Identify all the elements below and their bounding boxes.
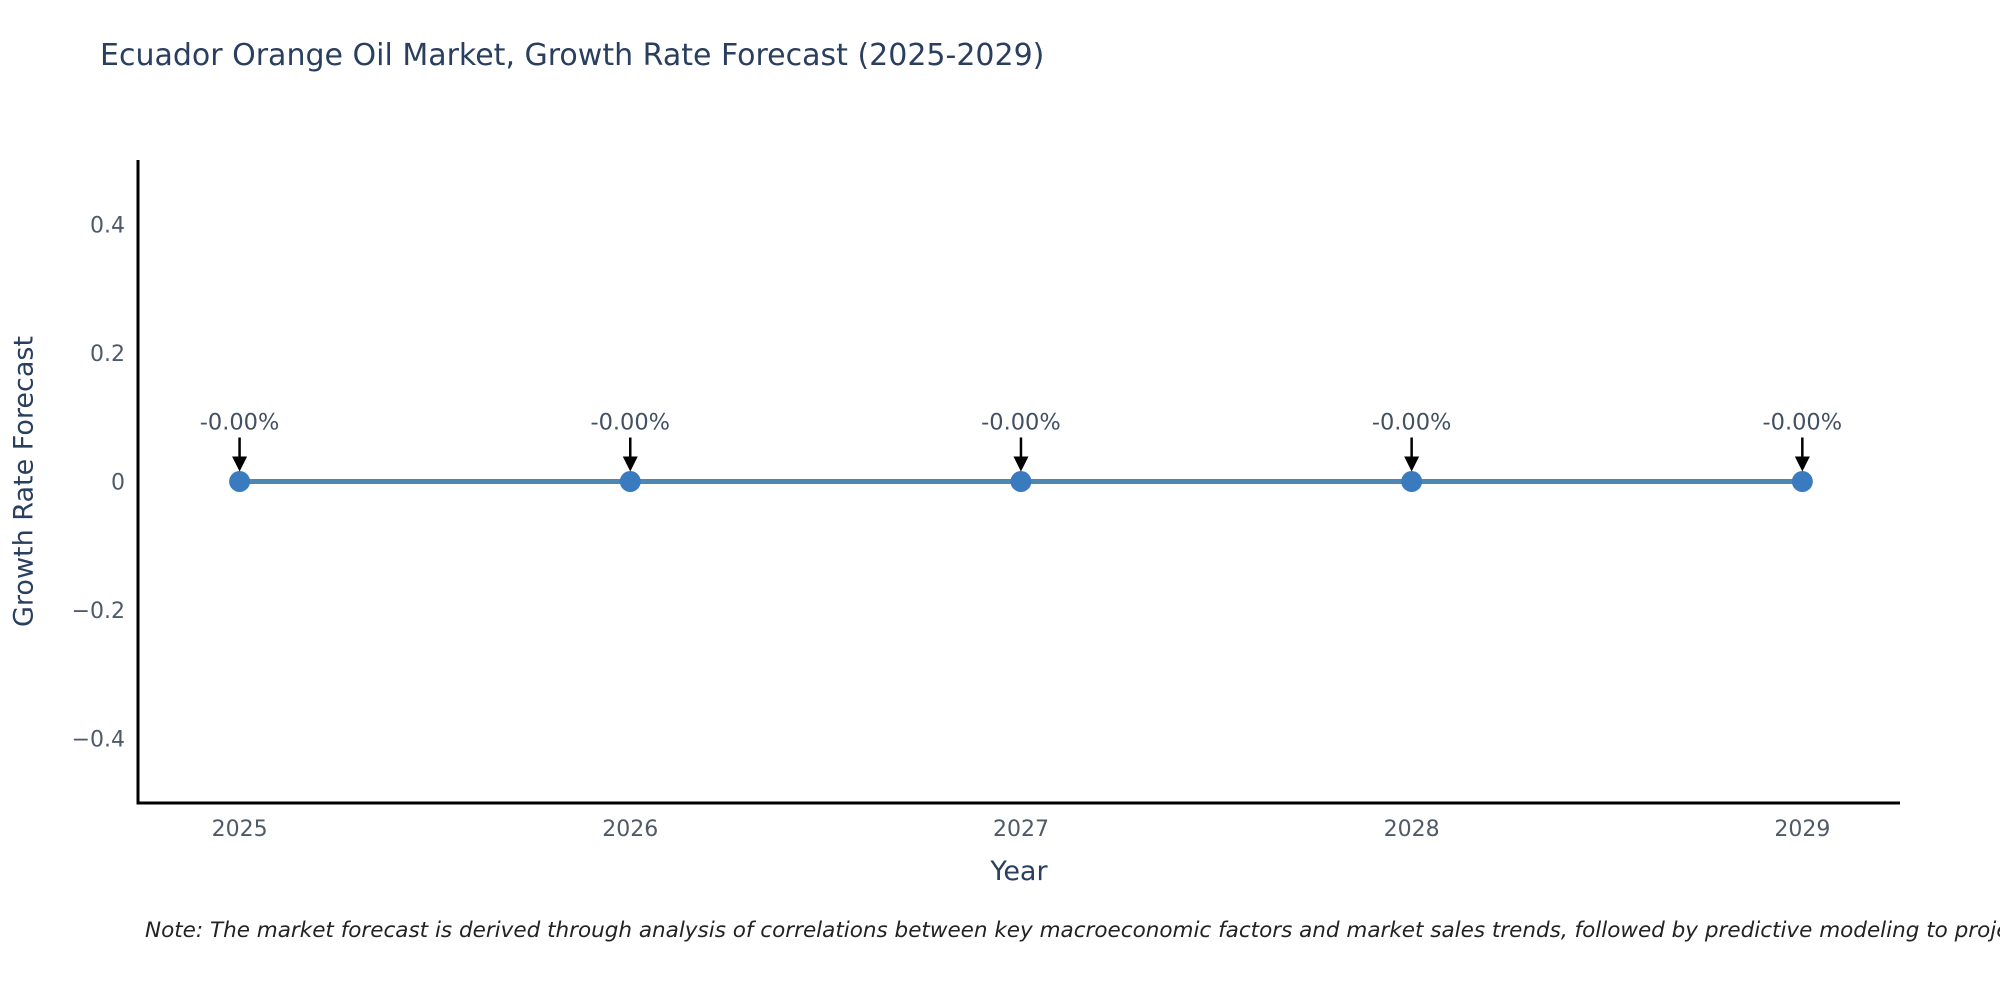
y-tick-label: 0.4: [90, 213, 125, 238]
annotation-arrowhead: [622, 456, 638, 472]
data-point-label: -0.00%: [981, 410, 1061, 436]
y-tick-label: 0: [111, 471, 125, 496]
data-point-marker[interactable]: [229, 471, 251, 492]
y-tick-label: 0.2: [90, 342, 125, 367]
annotation-arrowhead: [232, 456, 248, 472]
data-point-label: -0.00%: [200, 410, 280, 436]
chart-title: Ecuador Orange Oil Market, Growth Rate F…: [100, 38, 1045, 73]
x-tick-label: 2027: [993, 817, 1049, 842]
data-point-marker[interactable]: [619, 471, 641, 492]
data-point-label: -0.00%: [1372, 410, 1452, 436]
footnote: Note: The market forecast is derived thr…: [145, 918, 2000, 943]
x-tick-label: 2025: [212, 817, 268, 842]
y-tick-label: −0.4: [72, 728, 125, 753]
annotation-arrowhead: [1794, 456, 1810, 472]
data-point-marker[interactable]: [1010, 471, 1032, 492]
x-tick-label: 2029: [1774, 817, 1830, 842]
data-point-marker[interactable]: [1791, 471, 1813, 492]
x-tick-label: 2028: [1384, 817, 1440, 842]
x-axis-title: Year: [990, 856, 1048, 887]
annotation-arrowhead: [1013, 456, 1029, 472]
data-point-label: -0.00%: [590, 410, 670, 436]
data-point-marker[interactable]: [1401, 471, 1423, 492]
y-tick-label: −0.2: [72, 599, 125, 624]
x-tick-label: 2026: [602, 817, 658, 842]
annotation-arrowhead: [1404, 456, 1420, 472]
data-point-label: -0.00%: [1763, 410, 1843, 436]
